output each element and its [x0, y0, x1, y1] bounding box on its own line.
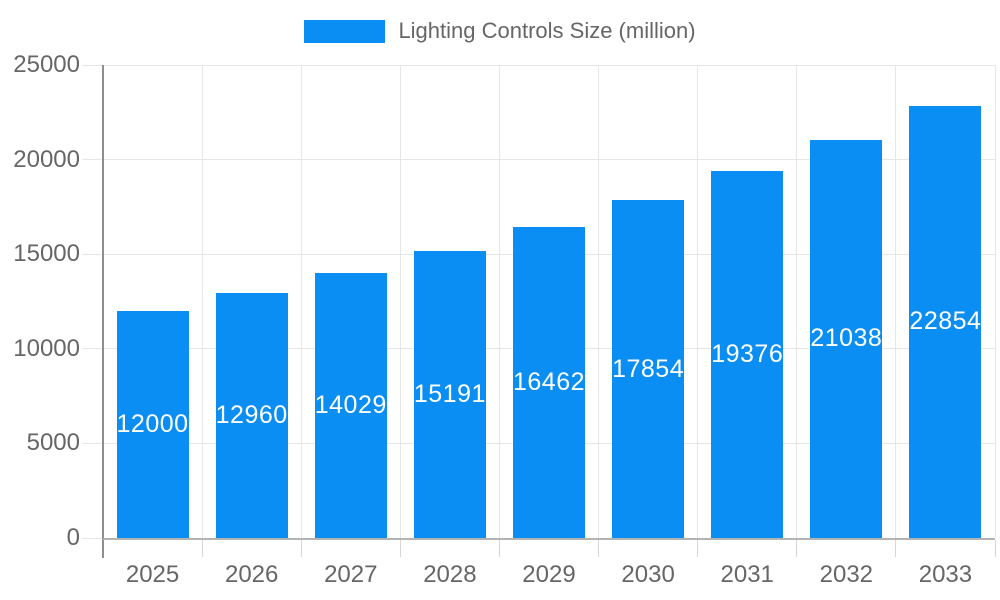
x-axis-label: 2028	[423, 561, 477, 588]
x-axis-tick	[598, 540, 600, 557]
y-gridline	[82, 64, 995, 66]
x-axis-tick	[895, 540, 897, 557]
x-axis-tick	[201, 540, 203, 557]
bar-value-label: 17854	[612, 354, 685, 383]
x-axis-tick	[697, 540, 699, 557]
y-tick-label: 20000	[13, 145, 80, 173]
x-gridline	[498, 65, 500, 538]
x-gridline	[300, 65, 302, 538]
x-axis-tick	[994, 540, 996, 557]
bar: 22854	[909, 105, 982, 538]
x-gridline	[201, 65, 203, 538]
x-gridline	[796, 65, 798, 538]
x-gridline	[697, 65, 699, 538]
bar-value-label: 22854	[909, 307, 982, 336]
x-axis-label: 2025	[125, 561, 180, 588]
x-gridline	[895, 65, 897, 538]
x-axis-label: 2033	[918, 561, 973, 588]
x-gridline	[399, 65, 401, 538]
bar: 19376	[711, 171, 784, 538]
bar: 17854	[612, 200, 685, 538]
x-axis-label: 2029	[522, 561, 576, 588]
bar: 14029	[314, 272, 387, 538]
bar-value-label: 12960	[215, 400, 288, 429]
y-gridline	[82, 159, 995, 161]
x-axis-label: 2032	[819, 561, 874, 588]
bar: 21038	[810, 139, 883, 538]
legend-label: Lighting Controls Size (million)	[398, 18, 696, 43]
x-axis-tick	[498, 540, 500, 557]
x-axis-tick	[300, 540, 302, 557]
y-tick-label: 10000	[13, 334, 80, 362]
bar-value-label: 21038	[810, 324, 883, 353]
y-tick-label: 25000	[13, 51, 80, 78]
x-gridline	[994, 65, 996, 538]
bar: 16462	[512, 226, 586, 538]
bar-value-label: 12000	[116, 409, 189, 438]
bar: 12960	[215, 292, 288, 538]
y-tick-label: 5000	[26, 429, 80, 457]
y-tick-label: 15000	[13, 240, 80, 268]
x-axis-label: 2027	[324, 561, 378, 588]
y-tick-label: 0	[66, 524, 80, 551]
x-axis-label: 2026	[224, 561, 279, 588]
legend-swatch	[304, 19, 386, 43]
x-axis-tick	[399, 540, 401, 557]
x-gridline	[598, 65, 600, 538]
x-axis-tick	[796, 540, 798, 557]
bar-value-label: 14029	[314, 390, 387, 419]
y-axis-line	[102, 65, 104, 558]
bar-value-label: 16462	[512, 367, 586, 396]
x-axis-line	[103, 538, 995, 540]
bar: 12000	[116, 310, 189, 538]
x-axis-label: 2030	[621, 561, 675, 588]
bar-value-label: 15191	[413, 379, 486, 408]
x-axis-label: 2031	[720, 561, 774, 588]
bar-value-label: 19376	[711, 340, 784, 369]
bar: 15191	[413, 250, 486, 538]
legend[interactable]: Lighting Controls Size (million)	[0, 17, 1000, 45]
